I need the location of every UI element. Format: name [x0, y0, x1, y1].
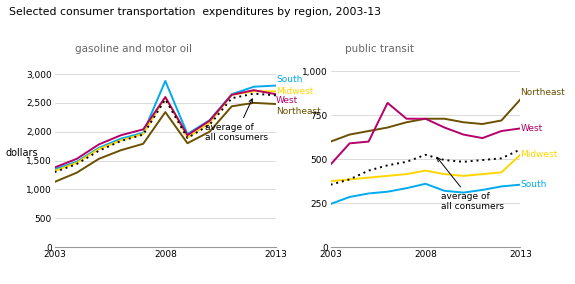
Text: Northeast: Northeast — [276, 107, 321, 116]
Text: average of
all consumers: average of all consumers — [438, 158, 504, 211]
Text: West: West — [520, 124, 543, 133]
Text: South: South — [520, 180, 547, 189]
Text: Midwest: Midwest — [276, 87, 313, 96]
Text: average of
all consumers: average of all consumers — [205, 99, 268, 142]
Text: South: South — [276, 75, 302, 84]
Text: West: West — [276, 96, 298, 105]
Text: gasoline and motor oil: gasoline and motor oil — [75, 44, 191, 54]
Text: Selected consumer transportation  expenditures by region, 2003-13: Selected consumer transportation expendi… — [9, 7, 381, 17]
Text: public transit: public transit — [345, 44, 414, 54]
Text: dollars: dollars — [6, 148, 39, 158]
Text: Northeast: Northeast — [520, 88, 565, 97]
Text: Midwest: Midwest — [520, 150, 558, 159]
